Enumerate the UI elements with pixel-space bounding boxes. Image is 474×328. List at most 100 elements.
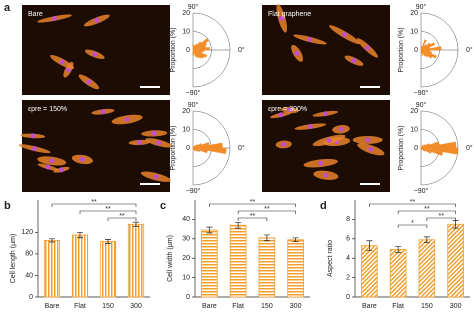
- error-bar: [133, 221, 139, 227]
- cell-nucleus: [318, 160, 324, 166]
- x-tick-label: Bare: [362, 303, 377, 310]
- bar: [127, 223, 145, 298]
- y-tick-label: 120: [21, 229, 33, 236]
- r-tick-label: 10: [182, 126, 190, 133]
- rose-petal: [420, 49, 433, 54]
- rose-petal: [420, 39, 427, 51]
- significance-label: **: [250, 199, 256, 206]
- y-tick-label: 8: [346, 216, 350, 223]
- cell-nucleus: [322, 111, 328, 117]
- cell-nucleus: [136, 139, 142, 145]
- significance-bracket: [107, 217, 137, 221]
- r-tick-label: 20: [182, 108, 190, 115]
- y-tick-label: 2: [346, 274, 350, 281]
- y-tick-label: 6: [346, 236, 350, 243]
- angle-tick-label: −90°: [186, 187, 201, 195]
- error-bar: [292, 237, 299, 243]
- cell-nucleus: [94, 17, 100, 23]
- r-tick-label: 10: [410, 126, 418, 133]
- cell-nucleus: [326, 137, 332, 143]
- y-axis-label: Cell width (μm): [167, 235, 174, 282]
- cell-nucleus: [100, 109, 106, 115]
- cell-nucleus: [86, 79, 92, 85]
- error-bar: [263, 234, 270, 242]
- cell-nucleus: [30, 133, 36, 139]
- angle-tick-label: 90°: [416, 3, 427, 11]
- cell-nucleus: [79, 156, 85, 162]
- cell-nucleus: [365, 137, 371, 143]
- rose-petal: [420, 46, 422, 51]
- cell-nucleus: [45, 164, 51, 170]
- y-axis-label: Proportion (%): [398, 27, 405, 72]
- error-bar: [105, 238, 111, 244]
- y-axis-label: Proportion (%): [170, 27, 177, 72]
- bar: [389, 249, 407, 298]
- cell-nucleus: [49, 158, 55, 164]
- significance-label: **: [105, 206, 111, 213]
- cell-nucleus: [52, 16, 58, 22]
- x-tick-label: Flat: [392, 303, 404, 310]
- rose-petal: [192, 41, 202, 51]
- cell-nucleus: [151, 130, 157, 136]
- bar: [201, 229, 218, 298]
- y-tick-label: 0: [346, 294, 350, 301]
- x-tick-label: Bare: [45, 303, 60, 310]
- error-bar: [77, 231, 83, 239]
- cell-nucleus: [323, 172, 329, 178]
- significance-label: **: [410, 199, 416, 206]
- image-label: εpre = 150%: [28, 106, 67, 113]
- x-tick-label: 150: [421, 303, 433, 310]
- y-tick-label: 30: [182, 236, 190, 243]
- cell-nucleus: [59, 59, 65, 65]
- rose-petal: [192, 147, 227, 154]
- image-label: Flat graphene: [268, 11, 311, 18]
- x-tick-label: 300: [450, 303, 462, 310]
- image-label: εpre = 300%: [268, 106, 307, 113]
- cell-nucleus: [58, 167, 64, 173]
- cell-nucleus: [351, 58, 357, 64]
- y-axis-label: Proportion (%): [170, 125, 177, 170]
- rose-petal: [420, 42, 431, 51]
- cell-nucleus: [307, 37, 313, 43]
- angle-tick-label: 0°: [466, 46, 473, 54]
- angle-tick-label: 0°: [466, 144, 473, 152]
- r-tick-label: 0: [414, 145, 418, 152]
- cell-nucleus: [156, 140, 162, 146]
- significance-bracket: [426, 217, 456, 221]
- significance-label: **: [119, 213, 125, 220]
- y-tick-label: 20: [182, 255, 190, 262]
- y-tick-label: 4: [346, 255, 350, 262]
- significance-bracket: [397, 210, 456, 214]
- rose-petal: [192, 44, 196, 51]
- y-axis-label: Aspect ratio: [327, 240, 334, 277]
- error-bar: [206, 226, 213, 234]
- angle-tick-label: −90°: [414, 187, 429, 195]
- panel-label: c: [160, 200, 166, 212]
- bar: [418, 239, 436, 298]
- bar: [258, 237, 276, 298]
- cell-nucleus: [307, 124, 313, 130]
- x-tick-label: Bare: [202, 303, 217, 310]
- x-tick-label: 300: [130, 303, 142, 310]
- rose-petal: [192, 43, 198, 51]
- r-tick-label: 10: [410, 28, 418, 35]
- rose-petal: [420, 49, 437, 59]
- r-tick-label: 0: [186, 145, 190, 152]
- x-tick-label: Flat: [232, 303, 244, 310]
- cell-nucleus: [278, 112, 284, 118]
- significance-bracket: [237, 217, 268, 221]
- r-tick-label: 0: [186, 47, 190, 54]
- panel-label: d: [320, 200, 327, 212]
- angle-tick-label: 90°: [188, 3, 199, 11]
- angle-tick-label: 0°: [238, 46, 245, 54]
- y-tick-label: 80: [25, 251, 33, 258]
- significance-bracket: [397, 224, 428, 228]
- significance-label: *: [411, 220, 414, 227]
- error-bar: [395, 246, 402, 253]
- angle-tick-label: −90°: [414, 89, 429, 97]
- significance-bracket: [209, 203, 296, 207]
- x-tick-label: 150: [102, 303, 114, 310]
- rose-petal: [420, 147, 459, 155]
- bar: [229, 224, 247, 298]
